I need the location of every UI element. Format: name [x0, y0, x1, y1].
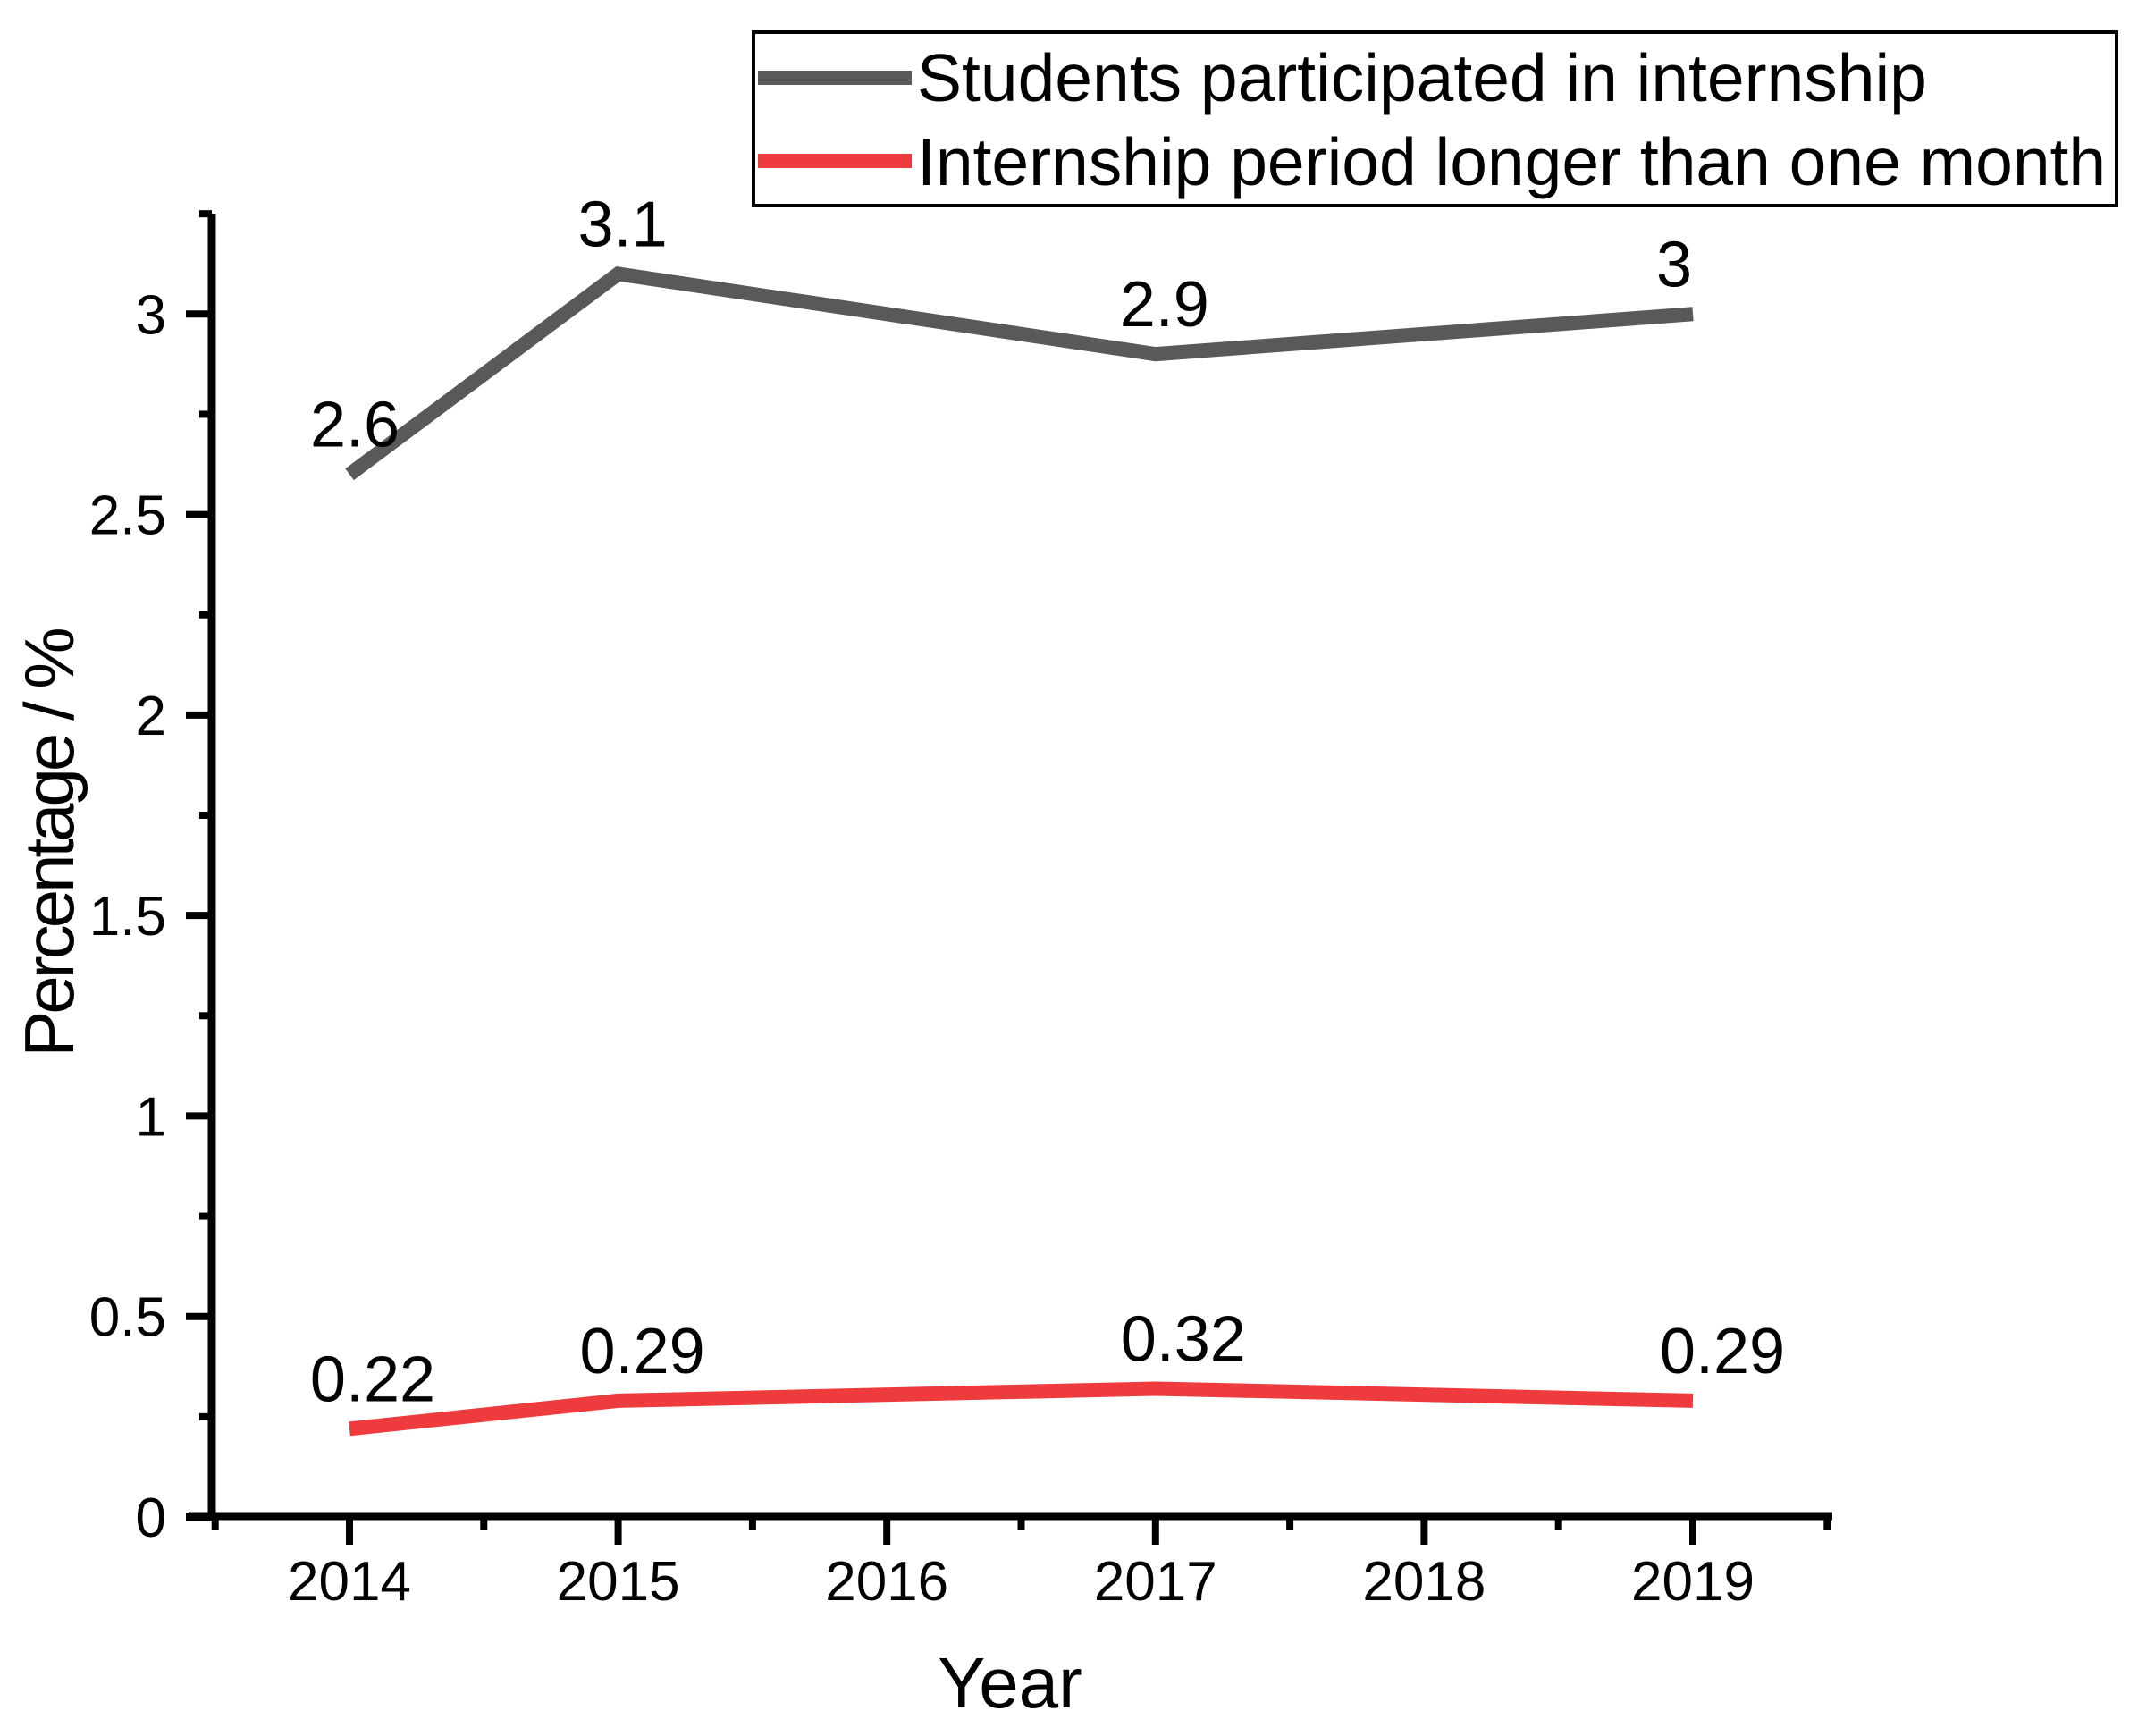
- data-point-labels: 2.6 3.1 2.9 3 0.22 0.29 0.32 0.29: [310, 189, 1785, 1415]
- y-tick-label: 0.5: [89, 1287, 166, 1349]
- y-axis-tick-labels: 0 0.5 1 1.5 2 2.5 3: [89, 284, 166, 1549]
- series-line-internship-period: [349, 1381, 1694, 1437]
- data-label: 0.22: [310, 1344, 435, 1415]
- x-tick-label: 2019: [1631, 1551, 1755, 1613]
- data-label: 0.29: [1660, 1316, 1785, 1387]
- data-label: 2.6: [310, 390, 400, 461]
- x-axis-title: Year: [938, 1643, 1082, 1723]
- y-tick-label: 3: [136, 284, 166, 346]
- x-tick-label: 2018: [1362, 1551, 1486, 1613]
- y-tick-label: 0: [136, 1487, 166, 1549]
- y-axis-minor-ticks: [199, 210, 212, 1420]
- data-label: 3: [1656, 229, 1692, 300]
- legend-box: [752, 30, 2118, 207]
- x-tick-label: 2015: [557, 1551, 680, 1613]
- data-label: 0.29: [580, 1316, 705, 1387]
- series-line-students: [345, 266, 1694, 481]
- y-axis-major-ticks: [186, 310, 212, 1521]
- legend: Students participated in internship Inte…: [752, 30, 2118, 207]
- x-tick-label: 2014: [288, 1551, 411, 1613]
- data-label: 0.32: [1121, 1303, 1246, 1375]
- data-label: 3.1: [578, 189, 668, 260]
- data-label: 2.9: [1120, 269, 1209, 341]
- x-tick-label: 2017: [1094, 1551, 1217, 1613]
- y-tick-label: 1.5: [89, 886, 166, 948]
- y-tick-label: 2: [136, 686, 166, 747]
- y-tick-label: 2.5: [89, 485, 166, 547]
- legend-label-students: Students participated in internship: [917, 40, 1927, 115]
- x-axis-tick-labels: 2014 2015 2016 2017 2018 2019: [288, 1551, 1755, 1613]
- x-axis-major-ticks: [346, 1516, 1696, 1545]
- series-lines: [345, 266, 1694, 1437]
- y-axis-title: Percentage / %: [10, 629, 88, 1058]
- x-tick-label: 2016: [825, 1551, 948, 1613]
- legend-label-internship-period: Internship period longer than one month: [917, 124, 2106, 199]
- y-tick-label: 1: [136, 1086, 166, 1148]
- x-axis-minor-ticks: [211, 1516, 1831, 1530]
